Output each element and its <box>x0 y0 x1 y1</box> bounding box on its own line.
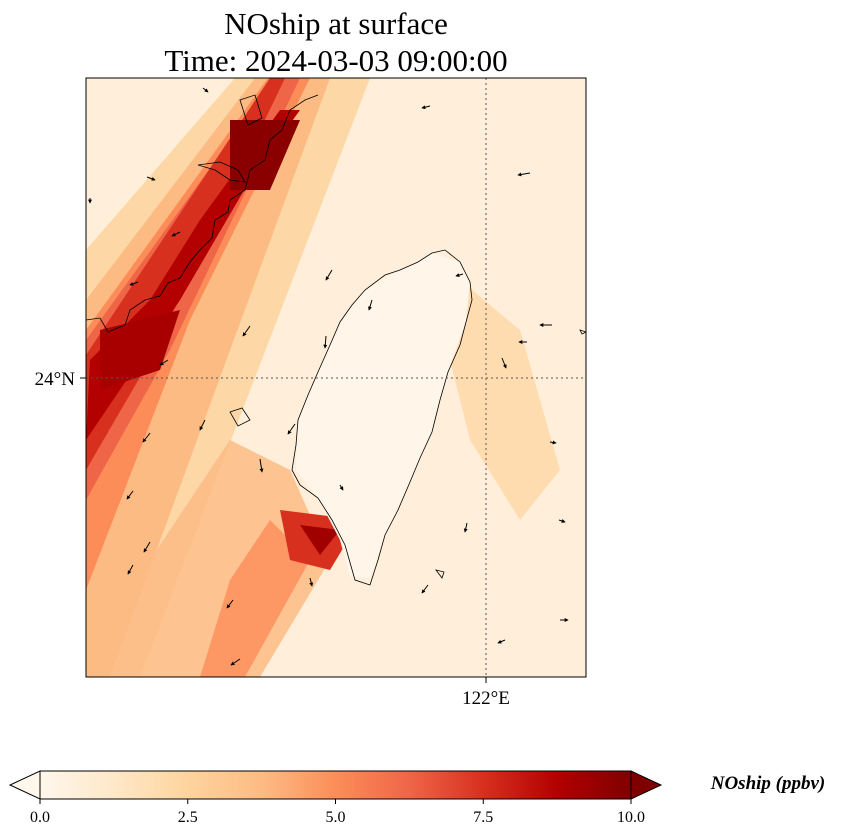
colorbar: 0.0 2.5 5.0 7.5 10.0 NOship (ppbv) <box>8 770 826 826</box>
map-title-line1: NOship at surface <box>224 6 448 41</box>
colorbar-extend-min <box>8 770 41 800</box>
coastlines <box>86 94 586 586</box>
map-gridlines <box>86 78 586 677</box>
tick-label-lon-122: 122°E <box>462 688 510 709</box>
colorbar-tick-label-4: 10.0 <box>617 809 645 826</box>
colorbar-tick-label-2: 5.0 <box>326 809 346 826</box>
colorbar-tick-label-1: 2.5 <box>178 809 198 826</box>
tick-label-lat-24: 24°N <box>35 369 76 390</box>
colorbar-extend-max <box>630 770 663 800</box>
map-ticks <box>80 377 487 683</box>
wind-vectors <box>88 87 569 666</box>
colorbar-tick-label-3: 7.5 <box>473 809 493 826</box>
colorbar-unit-label: NOship (ppbv) <box>710 773 826 794</box>
colorbar-body <box>39 770 632 800</box>
colorbar-tick-label-0: 0.0 <box>30 809 50 826</box>
map-title-line2: Time: 2024-03-03 09:00:00 <box>164 43 507 78</box>
